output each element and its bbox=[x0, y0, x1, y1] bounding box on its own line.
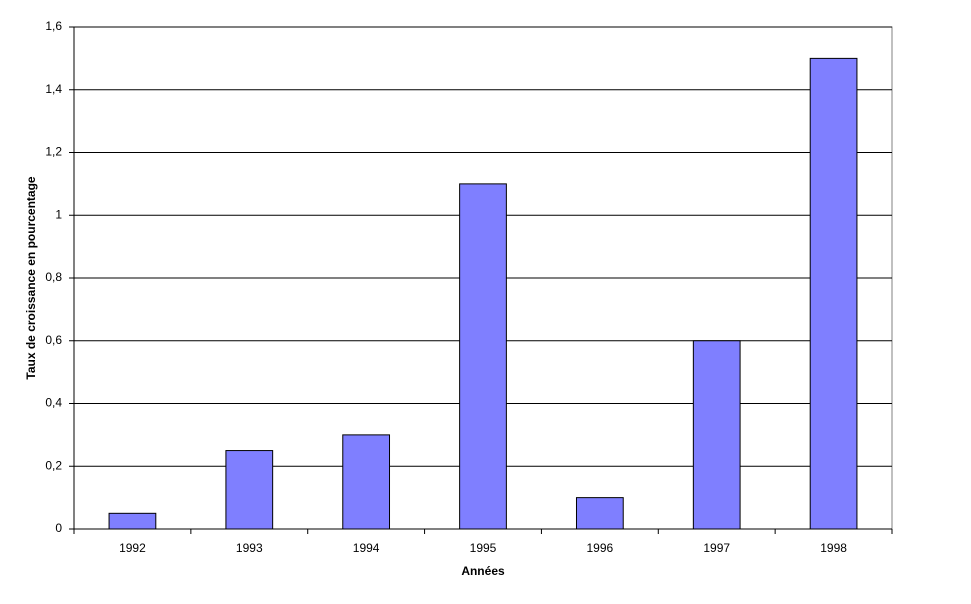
x-tick-label: 1995 bbox=[470, 541, 497, 555]
bar bbox=[809, 57, 858, 530]
y-tick-label: 1 bbox=[55, 207, 62, 221]
bar bbox=[575, 497, 624, 530]
x-tick-label: 1998 bbox=[820, 541, 847, 555]
y-tick-label: 1,6 bbox=[45, 19, 62, 33]
bar bbox=[225, 450, 274, 530]
bar bbox=[342, 434, 391, 530]
x-tick-label: 1996 bbox=[587, 541, 614, 555]
x-tick-label: 1993 bbox=[236, 541, 263, 555]
y-tick-label: 1,2 bbox=[45, 145, 62, 159]
y-axis-title: Taux de croissance en pourcentage bbox=[24, 176, 38, 380]
x-tick-label: 1997 bbox=[703, 541, 730, 555]
bar bbox=[459, 183, 507, 530]
bar bbox=[692, 340, 741, 530]
y-tick-label: 1,4 bbox=[45, 82, 62, 96]
x-axis-title: Années bbox=[461, 564, 505, 578]
bar bbox=[108, 512, 157, 530]
x-tick-label: 1992 bbox=[119, 541, 146, 555]
x-tick-label: 1994 bbox=[353, 541, 380, 555]
y-tick-label: 0,8 bbox=[45, 270, 62, 284]
y-tick-label: 0,2 bbox=[45, 458, 62, 472]
y-tick-label: 0,4 bbox=[45, 396, 62, 410]
y-tick-label: 0 bbox=[55, 521, 62, 535]
y-tick-label: 0,6 bbox=[45, 333, 62, 347]
